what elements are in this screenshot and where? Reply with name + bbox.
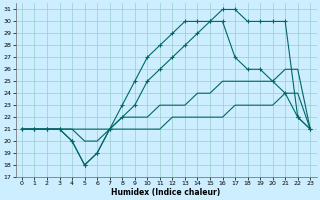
X-axis label: Humidex (Indice chaleur): Humidex (Indice chaleur) (111, 188, 221, 197)
